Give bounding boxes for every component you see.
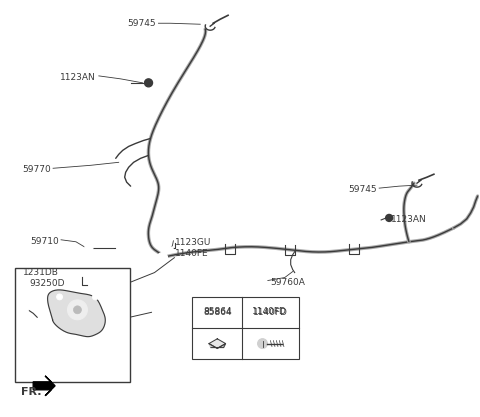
Text: 85864: 85864 [203, 308, 231, 317]
Circle shape [144, 79, 153, 87]
Text: 93250D: 93250D [29, 279, 65, 288]
Circle shape [68, 300, 87, 320]
Polygon shape [48, 290, 105, 337]
Bar [15, 268, 130, 382]
Circle shape [157, 253, 168, 263]
Circle shape [23, 305, 29, 311]
Text: 1123AN: 1123AN [60, 73, 96, 82]
Text: 1123AN: 1123AN [391, 215, 427, 224]
Polygon shape [209, 339, 226, 348]
Circle shape [73, 306, 82, 314]
Circle shape [79, 271, 85, 276]
Text: 59770: 59770 [23, 165, 51, 174]
Text: 59710: 59710 [30, 237, 59, 246]
Circle shape [92, 294, 98, 300]
Circle shape [385, 214, 393, 221]
Text: 59745: 59745 [348, 185, 377, 194]
Text: 1140FD: 1140FD [253, 308, 288, 317]
Circle shape [57, 294, 62, 300]
Circle shape [85, 244, 93, 252]
Polygon shape [33, 376, 55, 396]
Text: 1123GU: 1123GU [175, 238, 212, 247]
Polygon shape [209, 344, 226, 348]
Text: 1140FD: 1140FD [252, 307, 287, 317]
Text: 1140FE: 1140FE [175, 249, 209, 258]
Circle shape [168, 247, 173, 253]
Text: 59745: 59745 [127, 19, 156, 28]
Bar [192, 297, 299, 359]
Text: 59760A: 59760A [270, 278, 305, 286]
Circle shape [258, 339, 267, 349]
Text: 85864: 85864 [204, 307, 232, 317]
Text: FR.: FR. [21, 387, 42, 397]
Text: 1231DB: 1231DB [23, 268, 59, 276]
